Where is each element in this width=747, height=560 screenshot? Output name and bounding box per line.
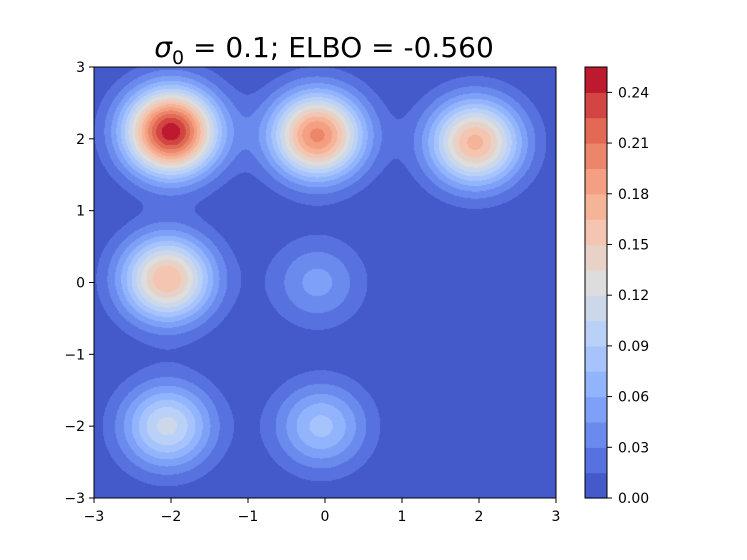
colorbar-tick-label: 0.21 xyxy=(618,136,649,152)
colorbar-segment xyxy=(585,447,607,474)
x-tick-label: −3 xyxy=(84,509,105,525)
x-tick-label: −2 xyxy=(161,509,182,525)
colorbar-tick-label: 0.18 xyxy=(618,187,649,203)
chart-title: σ0 = 0.1; ELBO = -0.560 xyxy=(154,31,494,69)
x-tick-label: 0 xyxy=(321,509,330,525)
y-tick-label: −3 xyxy=(64,491,85,507)
y-tick-label: 3 xyxy=(76,60,85,76)
colorbar-segment xyxy=(585,92,607,119)
colorbar-tick-label: 0.06 xyxy=(618,390,649,406)
colorbar-segment xyxy=(585,193,607,220)
colorbar-segment xyxy=(585,143,607,170)
colorbar: 0.00 0.03 0.06 0.09 0.12 0.15 0.18 0.21 0.24 xyxy=(584,66,649,507)
colorbar-segment xyxy=(585,244,607,271)
x-tick-label: 1 xyxy=(398,509,407,525)
contour-fill xyxy=(94,67,556,498)
x-tick-label: 3 xyxy=(552,509,561,525)
colorbar-segment xyxy=(585,269,607,296)
x-axis: −3 −2 −1 0 1 2 3 xyxy=(84,498,561,525)
colorbar-segment xyxy=(585,67,607,93)
colorbar-segment xyxy=(585,345,607,372)
colorbar-frame xyxy=(584,66,608,499)
colorbar-segment xyxy=(585,295,607,322)
y-axis: −3 −2 −1 0 1 2 3 xyxy=(64,60,94,507)
y-tick-label: 1 xyxy=(76,204,85,220)
colorbar-tick-label: 0.09 xyxy=(618,339,649,355)
colorbar-tick-label: 0.00 xyxy=(618,491,649,507)
y-tick-label: 2 xyxy=(76,132,85,148)
colorbar-segment xyxy=(585,396,607,423)
contour-plot-area xyxy=(93,66,557,499)
y-tick-label: 0 xyxy=(76,276,85,292)
colorbar-segment xyxy=(585,371,607,398)
colorbar-segment xyxy=(585,219,607,246)
chart-title-subscript: 0 xyxy=(172,47,184,69)
colorbar-segment xyxy=(585,421,607,448)
colorbar-segment xyxy=(585,117,607,144)
y-tick-label: −1 xyxy=(64,347,85,363)
colorbar-tick-label: 0.03 xyxy=(618,440,649,456)
colorbar-tick-label: 0.24 xyxy=(618,85,649,101)
colorbar-segment xyxy=(585,168,607,195)
colorbar-segment xyxy=(585,472,607,499)
y-tick-label: −2 xyxy=(64,419,85,435)
colorbar-segment xyxy=(585,320,607,347)
x-tick-label: 2 xyxy=(475,509,484,525)
colorbar-tick-label: 0.15 xyxy=(618,237,649,253)
chart-title-sigma: σ xyxy=(154,31,173,64)
colorbar-tick-label: 0.12 xyxy=(618,288,649,304)
chart-title-rest: = 0.1; ELBO = -0.560 xyxy=(184,31,494,64)
x-tick-label: −1 xyxy=(238,509,259,525)
